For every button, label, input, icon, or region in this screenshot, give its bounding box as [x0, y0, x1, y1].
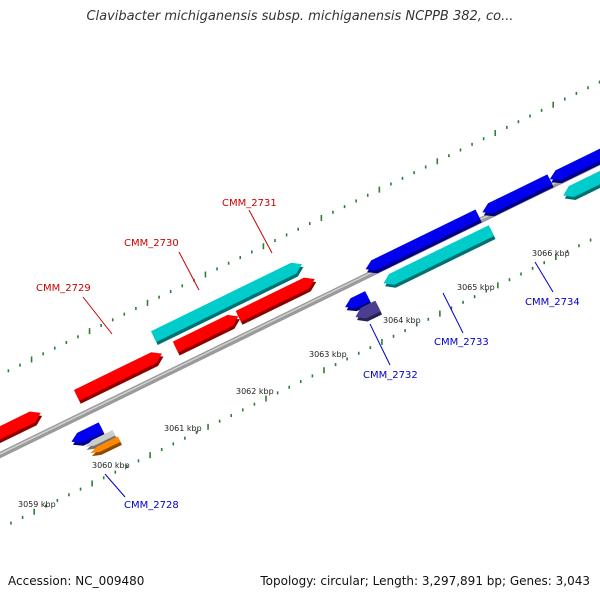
gene-feature [150, 262, 304, 345]
gene-feature [355, 300, 383, 322]
gene-label-cmm-2729: CMM_2729 [36, 283, 91, 294]
gene-arrow [172, 314, 239, 353]
gene-feature [172, 314, 240, 356]
gene-arrow [345, 291, 370, 309]
gene-arrow [563, 170, 600, 197]
gene-arrow [482, 174, 553, 214]
gene-arrow [85, 430, 116, 447]
lower-tick-row [10, 238, 592, 525]
scale-label-3062: 3062 kbp [236, 387, 274, 396]
gene-arrow [71, 422, 104, 443]
topology-summary: Topology: circular; Length: 3,297,891 bp… [260, 574, 590, 588]
scale-label-3060: 3060 kbp [92, 461, 130, 470]
gene-arrow [73, 352, 162, 401]
gene-label-cmm-2733: CMM_2733 [434, 337, 489, 348]
gene-feature [365, 209, 482, 274]
gene-arrow [150, 262, 302, 342]
gene-feature [549, 148, 600, 184]
gene-label-leader [369, 323, 391, 366]
scale-label-3064: 3064 kbp [383, 316, 421, 325]
gene-feature [85, 430, 117, 450]
gene-label-cmm-2728: CMM_2728 [124, 500, 179, 511]
scale-label-3066: 3066 kbp [532, 249, 570, 258]
gene-feature [73, 352, 164, 404]
gene-label-leader [178, 251, 200, 291]
gene-label-leader [534, 261, 554, 293]
scale-label-3065: 3065 kbp [457, 283, 495, 292]
gene-arrow [383, 225, 495, 285]
gene-label-cmm-2734: CMM_2734 [525, 297, 580, 308]
gene-arrow [235, 277, 315, 322]
gene-arrow [90, 436, 121, 454]
scale-label-3063: 3063 kbp [309, 350, 347, 359]
gene-arrow [365, 209, 481, 271]
scale-label-3059: 3059 kbp [18, 500, 56, 509]
gene-feature [0, 411, 43, 444]
accession-text: Accession: NC_009480 [8, 574, 145, 588]
gene-feature [563, 170, 600, 200]
gene-label-leader [104, 473, 126, 498]
map-title: Clavibacter michiganensis subsp. michiga… [86, 9, 514, 24]
gene-label-leader [442, 292, 464, 334]
gene-arrow [355, 300, 381, 319]
gene-label-leader [248, 209, 273, 254]
gene-label-cmm-2731: CMM_2731 [222, 198, 277, 209]
gene-label-cmm-2730: CMM_2730 [124, 238, 179, 249]
gene-label-cmm-2732: CMM_2732 [363, 370, 418, 381]
gene-label-leader [82, 296, 113, 335]
gene-feature [71, 422, 106, 446]
gene-feature [383, 225, 496, 288]
gene-feature [235, 277, 317, 325]
upper-tick-row [7, 80, 600, 373]
gene-feature [482, 174, 554, 217]
gene-arrow [0, 411, 41, 440]
gene-arrow [549, 148, 600, 181]
scale-label-3061: 3061 kbp [164, 424, 202, 433]
gene-feature [90, 436, 122, 457]
